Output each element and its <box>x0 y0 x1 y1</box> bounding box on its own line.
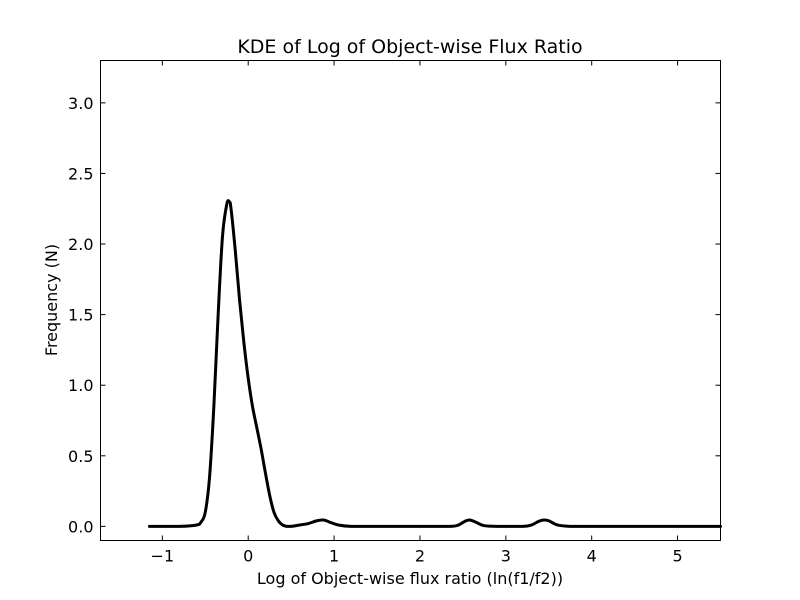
x-tick-label: 2 <box>415 547 425 566</box>
y-tick-label: 1.0 <box>68 376 93 395</box>
y-tick-label: 0.0 <box>68 517 93 536</box>
y-tick-label: 2.5 <box>68 164 93 183</box>
plot-frame <box>100 60 721 541</box>
x-tick-label: 1 <box>329 547 339 566</box>
kde-series-line <box>147 199 722 528</box>
y-tick-label: 0.5 <box>68 447 93 466</box>
x-axis: −1 0 1 2 3 4 5 <box>151 60 683 566</box>
y-tick-label: 3.0 <box>68 94 93 113</box>
x-tick-label: −1 <box>151 547 175 566</box>
y-axis: 0.0 0.5 1.0 1.5 2.0 2.5 3.0 <box>68 94 721 536</box>
x-tick-label: 3 <box>501 547 511 566</box>
x-axis-label: Log of Object-wise flux ratio (ln(f1/f2)… <box>257 569 563 588</box>
x-tick-label: 0 <box>243 547 253 566</box>
x-tick-label: 4 <box>587 547 597 566</box>
x-tick-label: 5 <box>672 547 682 566</box>
y-tick-label: 1.5 <box>68 306 93 325</box>
plot-area <box>147 199 722 528</box>
chart-title: KDE of Log of Object-wise Flux Ratio <box>237 36 582 58</box>
y-axis-label: Frequency (N) <box>42 244 61 356</box>
y-tick-label: 2.0 <box>68 235 93 254</box>
